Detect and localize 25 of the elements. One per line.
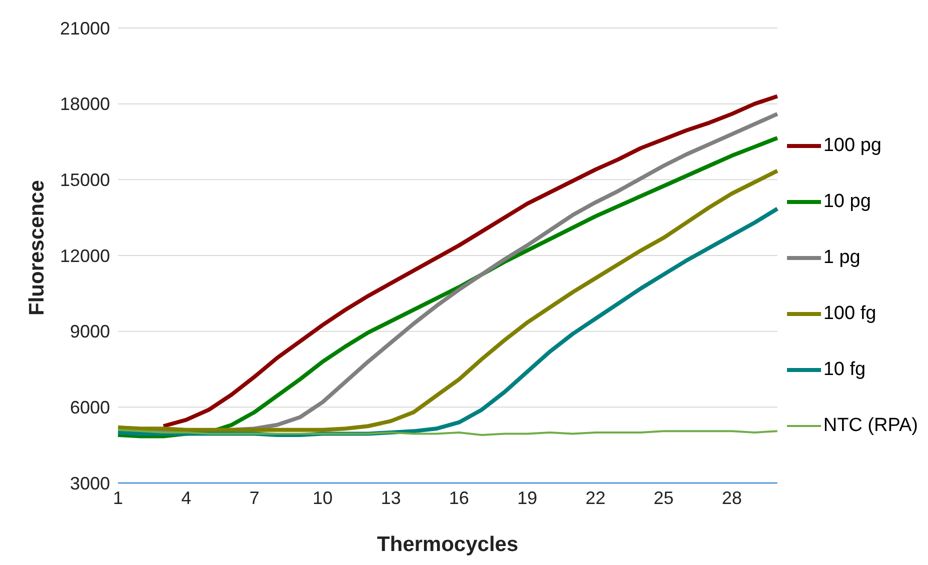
legend-label: 1 pg [823, 246, 860, 268]
x-tick-label: 22 [585, 488, 606, 508]
legend-label: 100 pg [823, 134, 882, 156]
x-axis-title: Thermocycles [377, 533, 518, 556]
legend-label: 10 pg [823, 190, 871, 212]
y-tick-label: 9000 [70, 322, 110, 342]
y-tick-label: 6000 [70, 398, 110, 418]
x-tick-label: 16 [449, 488, 470, 508]
legend-label: NTC (RPA) [823, 414, 918, 436]
x-tick-label: 28 [722, 488, 742, 508]
x-tick-label: 1 [112, 488, 124, 508]
y-axis-title: Fluorescence [25, 180, 48, 316]
x-tick-label: 10 [312, 488, 333, 508]
x-tick-label: 13 [380, 488, 401, 508]
x-tick-label: 19 [517, 488, 538, 508]
legend-label: 100 fg [823, 302, 876, 324]
legend-label: 10 fg [823, 358, 866, 380]
y-tick-label: 21000 [60, 18, 110, 38]
y-tick-label: 3000 [70, 473, 110, 494]
x-tick-label: 25 [654, 488, 674, 508]
y-tick-label: 12000 [60, 246, 110, 266]
y-tick-label: 15000 [60, 170, 110, 190]
x-tick-label: 7 [249, 488, 260, 508]
y-tick-label: 18000 [60, 94, 110, 114]
x-tick-label: 4 [181, 488, 192, 508]
